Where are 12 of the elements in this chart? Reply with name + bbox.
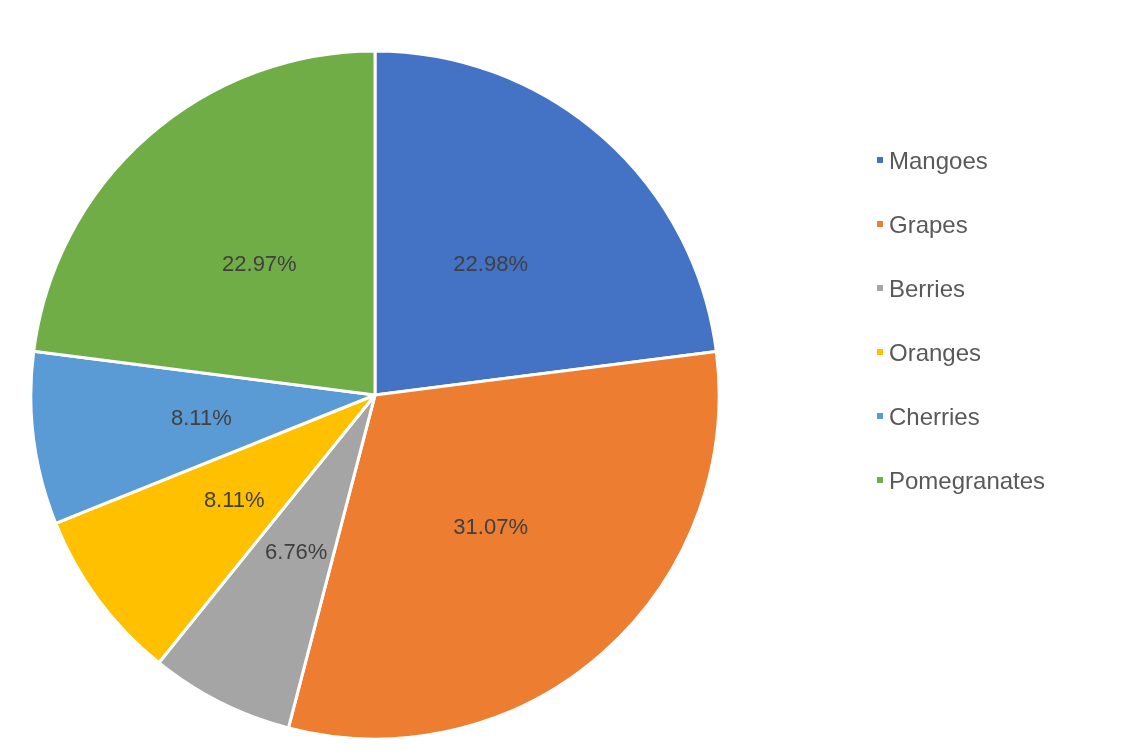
data-label: 22.97% [222, 251, 297, 277]
legend-label: Oranges [889, 338, 982, 366]
legend-label: Grapes [889, 210, 968, 238]
legend-label: Mangoes [889, 146, 988, 174]
legend-label: Pomegranates [889, 466, 1046, 494]
legend-label: Cherries [889, 402, 980, 430]
data-label: 6.76% [265, 538, 328, 564]
data-label: 31.07% [453, 513, 528, 539]
data-label: 8.11% [203, 486, 265, 512]
data-label: 8.11% [170, 404, 232, 430]
data-label: 22.98% [453, 251, 528, 277]
legend-label: Berries [889, 274, 966, 302]
